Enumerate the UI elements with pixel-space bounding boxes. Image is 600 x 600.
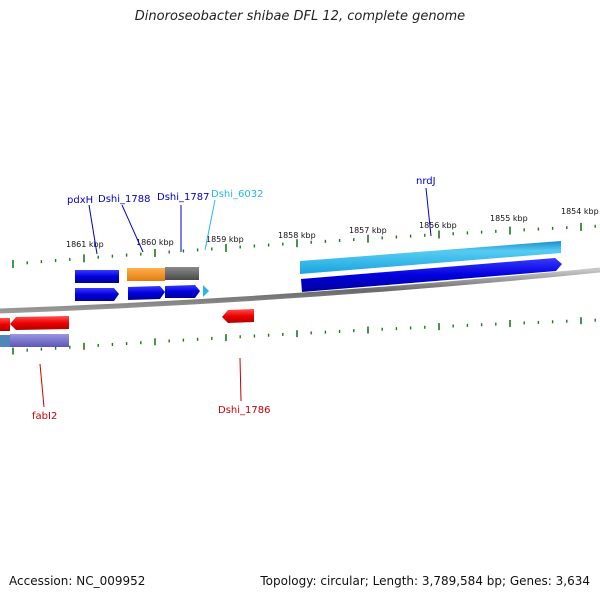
scale-label-1860: 1860 kbp: [136, 238, 174, 247]
outer-scale-ticks: [12, 222, 596, 268]
scale-label-1859: 1859 kbp: [206, 235, 244, 244]
genome-backbone: [0, 267, 600, 314]
gene-block-nrdJ-rna[interactable]: [300, 241, 561, 274]
gene-label-dshi-6032[interactable]: Dshi_6032: [211, 189, 263, 200]
gene-arrow-dshi-1787[interactable]: [165, 285, 200, 298]
gene-block-dshi-1788-orange[interactable]: [127, 268, 165, 281]
gene-label-dshi-1788[interactable]: Dshi_1788: [98, 194, 150, 205]
leader-dshi-1788: [121, 204, 144, 253]
accession-text: Accession: NC_009952: [9, 574, 146, 588]
gene-label-pdxH[interactable]: pdxH: [67, 195, 93, 206]
gene-arrow-pdxH[interactable]: [75, 288, 119, 301]
gene-block-pdxH-outer[interactable]: [75, 270, 119, 283]
gene-arrow-fabI2[interactable]: [10, 316, 69, 330]
inner-scale-ticks: [12, 317, 596, 355]
scale-label-1855: 1855 kbp: [490, 214, 528, 223]
map-title: Dinoroseobacter shibae DFL 12, complete …: [134, 9, 466, 24]
leader-nrdJ: [425, 187, 432, 237]
gene-arrow-dshi-1788[interactable]: [128, 286, 165, 300]
leader-pdxH: [88, 204, 98, 255]
scale-label-1858: 1858 kbp: [278, 231, 316, 240]
leader-dshi-6032: [204, 199, 216, 251]
gene-label-dshi-1786[interactable]: Dshi_1786: [218, 405, 270, 416]
gene-block-dshi-1787-gray[interactable]: [165, 267, 199, 280]
scale-label-1856: 1856 kbp: [419, 221, 457, 230]
gene-arrow-nrdJ[interactable]: [301, 258, 562, 292]
scale-label-1861: 1861 kbp: [66, 240, 104, 249]
gene-arrow-fabI2-left-fragment[interactable]: [0, 318, 10, 331]
gene-label-fabI2[interactable]: fabI2: [32, 411, 57, 422]
gene-arrow-dshi-1786[interactable]: [222, 309, 254, 323]
gene-label-nrdJ[interactable]: nrdJ: [416, 176, 436, 187]
gene-arrow-dshi-6032[interactable]: [203, 285, 209, 297]
genome-summary-text: Topology: circular; Length: 3,789,584 bp…: [260, 574, 590, 588]
scale-label-1857: 1857 kbp: [349, 226, 387, 235]
leader-fabI2: [39, 363, 45, 408]
leader-dshi-1786: [239, 357, 242, 402]
gene-label-dshi-1787[interactable]: Dshi_1787: [157, 192, 209, 203]
scale-label-1854: 1854 kbp: [561, 207, 599, 216]
gene-block-fabI2-purple[interactable]: [10, 334, 69, 347]
gene-block-fabI2-purple-left[interactable]: [0, 335, 10, 347]
